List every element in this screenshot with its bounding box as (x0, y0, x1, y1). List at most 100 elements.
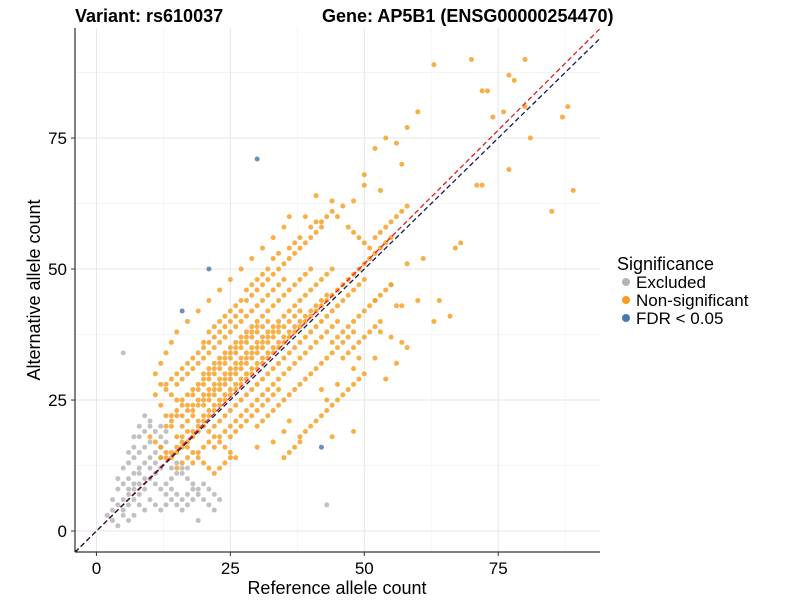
point-non-significant (254, 318, 260, 324)
point-non-significant (297, 339, 303, 345)
point-non-significant (260, 297, 265, 303)
point-non-significant (217, 465, 223, 471)
point-non-significant (292, 313, 298, 319)
point-non-significant (190, 387, 196, 393)
point-non-significant (179, 397, 185, 403)
point-non-significant (292, 324, 298, 330)
point-non-significant (393, 140, 399, 146)
reference-line-1 (75, 38, 600, 552)
point-non-significant (227, 387, 233, 393)
point-non-significant (302, 318, 308, 324)
point-non-significant (211, 334, 217, 340)
point-non-significant (222, 324, 228, 330)
point-non-significant (276, 297, 282, 303)
point-non-significant (201, 418, 207, 424)
point-excluded (163, 491, 169, 497)
point-non-significant (227, 318, 233, 324)
y-axis-label: Alternative allele count (24, 199, 44, 380)
point-excluded (168, 486, 174, 492)
point-non-significant (227, 423, 233, 429)
point-non-significant (254, 345, 260, 351)
point-excluded (190, 497, 196, 503)
point-non-significant (340, 297, 346, 303)
point-non-significant (308, 313, 314, 319)
point-non-significant (281, 397, 287, 403)
point-excluded (147, 439, 153, 445)
point-non-significant (388, 334, 394, 340)
point-excluded (110, 507, 115, 513)
point-non-significant (179, 376, 185, 382)
point-non-significant (217, 439, 223, 445)
point-excluded (163, 428, 169, 434)
legend-label-1: Non-significant (636, 291, 749, 310)
point-excluded (174, 502, 180, 508)
point-non-significant (308, 266, 314, 272)
point-non-significant (206, 428, 212, 434)
point-non-significant (233, 402, 239, 408)
point-non-significant (527, 135, 533, 141)
point-non-significant (276, 318, 282, 324)
point-excluded (174, 470, 180, 476)
point-non-significant (222, 381, 228, 387)
point-non-significant (222, 376, 228, 382)
point-excluded (206, 502, 212, 508)
point-non-significant (227, 345, 233, 351)
point-non-significant (179, 402, 185, 408)
point-non-significant (345, 387, 351, 393)
point-non-significant (329, 434, 335, 440)
point-non-significant (420, 256, 426, 262)
point-non-significant (324, 329, 330, 335)
point-non-significant (383, 287, 389, 293)
point-non-significant (361, 277, 367, 283)
point-excluded (131, 470, 137, 476)
point-non-significant (254, 397, 260, 403)
point-non-significant (206, 387, 212, 393)
point-non-significant (211, 392, 217, 398)
point-non-significant (254, 277, 260, 283)
point-non-significant (318, 277, 324, 283)
point-non-significant (179, 366, 185, 372)
point-non-significant (345, 334, 351, 340)
point-excluded (115, 523, 121, 529)
point-non-significant (152, 392, 158, 398)
point-non-significant (324, 292, 330, 298)
point-non-significant (222, 397, 228, 403)
point-non-significant (243, 360, 249, 366)
point-non-significant (185, 418, 190, 424)
point-excluded (147, 465, 153, 471)
point-non-significant (206, 350, 212, 356)
point-non-significant (238, 266, 244, 272)
point-non-significant (265, 334, 271, 340)
point-non-significant (345, 224, 351, 230)
point-non-significant (308, 329, 314, 335)
point-excluded (110, 518, 115, 524)
point-non-significant (281, 339, 287, 345)
point-non-significant (249, 334, 255, 340)
point-non-significant (238, 413, 244, 419)
point-non-significant (195, 449, 201, 455)
point-non-significant (452, 245, 458, 251)
point-non-significant (297, 355, 303, 361)
point-non-significant (163, 350, 169, 356)
point-non-significant (276, 250, 282, 256)
point-non-significant (211, 371, 217, 377)
point-non-significant (335, 318, 340, 324)
point-non-significant (185, 455, 190, 461)
point-excluded (142, 460, 148, 466)
point-excluded (120, 350, 126, 356)
point-non-significant (276, 387, 282, 393)
point-non-significant (254, 444, 260, 450)
point-non-significant (260, 418, 265, 424)
point-non-significant (286, 318, 292, 324)
point-non-significant (158, 360, 164, 366)
point-non-significant (254, 408, 260, 414)
plot-points (104, 56, 576, 529)
point-excluded (147, 423, 153, 429)
point-non-significant (238, 376, 244, 382)
legend: Significance ExcludedNon-significantFDR … (617, 254, 749, 328)
point-non-significant (249, 282, 255, 288)
point-non-significant (163, 455, 169, 461)
point-non-significant (190, 392, 196, 398)
point-non-significant (195, 402, 201, 408)
point-non-significant (260, 339, 265, 345)
